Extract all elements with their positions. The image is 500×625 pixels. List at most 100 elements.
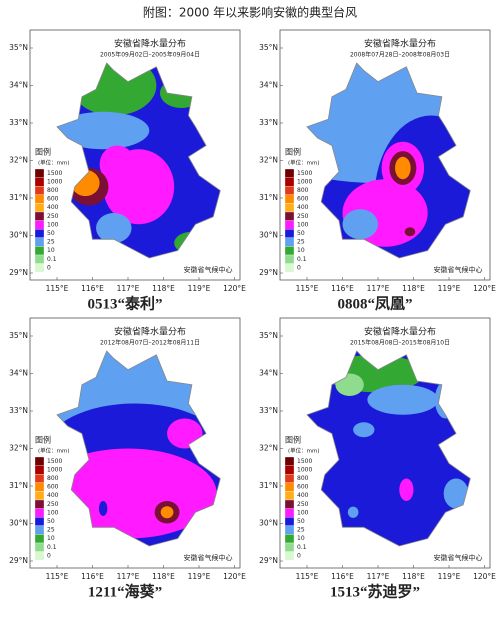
legend-swatch xyxy=(284,456,295,466)
legend-swatch xyxy=(284,246,295,256)
legend-title: 图例 xyxy=(285,435,301,445)
rain-area xyxy=(160,506,174,519)
rain-area xyxy=(443,478,469,509)
legend-unit: (单位：mm) xyxy=(288,447,320,455)
legend-label: 10 xyxy=(47,247,55,254)
legend-label: 1500 xyxy=(297,170,312,177)
lon-label: 119°E xyxy=(188,284,211,293)
lon-label: 117°E xyxy=(117,572,140,581)
lat-label: 31°N xyxy=(259,481,278,490)
legend-label: 400 xyxy=(47,204,59,211)
map-panel: 35°N 34°N 33°N 32°N 31°N 30°N 29°N 115°E 116°E 11… xyxy=(259,317,496,600)
lon-label: 118°E xyxy=(152,284,175,293)
map-title: 安徽省降水量分布 xyxy=(364,38,436,50)
legend-label: 250 xyxy=(47,213,59,220)
legend-label: 0 xyxy=(47,264,51,271)
legend-swatch xyxy=(284,194,295,204)
legend-swatch xyxy=(34,220,45,230)
credit: 安徽省气候中心 xyxy=(184,265,233,274)
province-outline xyxy=(306,62,471,259)
legend-label: 600 xyxy=(297,484,309,491)
legend-swatch xyxy=(34,499,45,509)
lat-label: 34°N xyxy=(259,369,278,378)
legend-label: 250 xyxy=(47,501,59,508)
legend-label: 0.1 xyxy=(297,544,307,551)
legend-label: 1000 xyxy=(47,466,62,473)
legend-label: 1000 xyxy=(297,178,312,185)
lat-label: 32°N xyxy=(9,444,28,453)
map-panel: 35°N 34°N 33°N 32°N 31°N 30°N 29°N 115°E 116°E 11… xyxy=(259,29,496,312)
legend-unit: (单位：mm) xyxy=(38,159,70,167)
legend-label: 10 xyxy=(47,535,55,542)
legend-label: 25 xyxy=(47,239,55,246)
legend-swatch xyxy=(34,508,45,518)
legend-swatch xyxy=(34,246,45,256)
legend-swatch xyxy=(284,254,295,264)
credit: 安徽省气候中心 xyxy=(184,553,233,562)
legend-label: 400 xyxy=(47,492,59,499)
legend-swatch xyxy=(34,482,45,492)
legend-swatch xyxy=(284,499,295,509)
lon-label: 115°E xyxy=(46,572,69,581)
legend-swatch xyxy=(284,482,295,492)
legend-label: 0.1 xyxy=(47,544,57,551)
legend-label: 10 xyxy=(297,247,305,254)
legend-label: 800 xyxy=(47,475,59,482)
lat-label: 33°N xyxy=(259,406,278,415)
lat-label: 29°N xyxy=(9,556,28,565)
legend-label: 600 xyxy=(47,196,59,203)
lat-label: 31°N xyxy=(259,193,278,202)
date-range: 2015年08月08日–2015年08月10日 xyxy=(350,339,450,347)
legend-label: 50 xyxy=(47,230,55,237)
legend-unit: (单位：mm) xyxy=(288,159,320,167)
lon-label: 120°E xyxy=(473,284,496,293)
lat-label: 31°N xyxy=(9,193,28,202)
lon-label: 116°E xyxy=(81,572,104,581)
legend-label: 400 xyxy=(297,492,309,499)
map-title: 安徽省降水量分布 xyxy=(114,38,186,50)
legend-label: 1500 xyxy=(297,458,312,465)
legend-title: 图例 xyxy=(35,435,51,445)
date-range: 2008年07月28日–2008年08月03日 xyxy=(350,51,450,59)
lon-label: 119°E xyxy=(438,284,461,293)
legend-label: 100 xyxy=(297,509,309,516)
legend-swatch xyxy=(34,229,45,238)
legend-swatch xyxy=(284,525,295,535)
lat-label: 33°N xyxy=(9,406,28,415)
legend-title: 图例 xyxy=(285,147,301,157)
province-outline xyxy=(56,62,221,259)
legend-swatch xyxy=(284,508,295,518)
legend-label: 100 xyxy=(297,221,309,228)
legend-label: 100 xyxy=(47,509,59,516)
lat-label: 32°N xyxy=(9,156,28,165)
lon-label: 120°E xyxy=(223,284,246,293)
lat-label: 32°N xyxy=(259,156,278,165)
legend-label: 800 xyxy=(47,187,59,194)
legend-label: 250 xyxy=(297,213,309,220)
lon-label: 118°E xyxy=(402,284,425,293)
legend-swatch xyxy=(284,186,295,195)
date-range: 2005年09月02日–2005年09月04日 xyxy=(100,51,200,59)
credit: 安徽省气候中心 xyxy=(434,265,483,274)
lat-label: 29°N xyxy=(259,556,278,565)
lat-label: 31°N xyxy=(9,481,28,490)
lon-label: 116°E xyxy=(331,572,354,581)
rain-area xyxy=(57,111,150,150)
legend-label: 25 xyxy=(297,239,305,246)
rain-area xyxy=(98,501,108,516)
lon-label: 119°E xyxy=(438,572,461,581)
lon-label: 115°E xyxy=(296,572,319,581)
rain-area xyxy=(353,422,375,438)
rain-area xyxy=(399,478,414,501)
lon-label: 115°E xyxy=(46,284,69,293)
legend-label: 0.1 xyxy=(297,256,307,263)
legend-swatch xyxy=(34,491,45,501)
rain-area xyxy=(99,145,136,183)
lon-label: 115°E xyxy=(296,284,319,293)
legend-swatch xyxy=(284,263,295,273)
caption: 1513“苏迪罗” xyxy=(330,582,420,600)
legend-swatch xyxy=(34,237,45,247)
legend-swatch xyxy=(284,168,295,178)
legend-swatch xyxy=(284,203,295,213)
